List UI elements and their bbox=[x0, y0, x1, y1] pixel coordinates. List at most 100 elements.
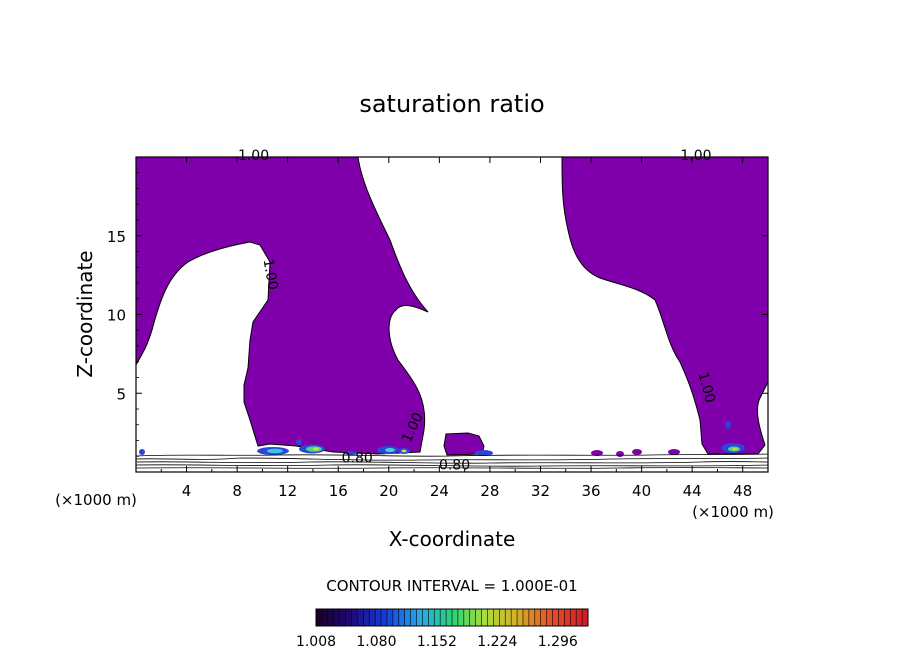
y-axis-label: Z-coordinate bbox=[73, 250, 97, 377]
x-tick-label: 36 bbox=[581, 482, 600, 500]
colorbar-swatch bbox=[522, 609, 529, 626]
colorbar-swatch bbox=[570, 609, 577, 626]
contour-label: 0.80 bbox=[342, 451, 373, 467]
x-unit-right: (×1000 m) bbox=[692, 503, 774, 521]
colorbar-swatch bbox=[357, 609, 364, 626]
colorbar-swatch bbox=[410, 609, 417, 626]
colorbar-swatch bbox=[511, 609, 518, 626]
colorbar-swatch bbox=[558, 609, 565, 626]
y-axis: 5 10 15 bbox=[107, 172, 768, 457]
colorbar-swatch bbox=[369, 609, 376, 626]
colorbar-swatch bbox=[321, 609, 328, 626]
x-tick-label: 32 bbox=[531, 482, 550, 500]
x-tick-label: 24 bbox=[430, 482, 449, 500]
colorbar-swatch bbox=[493, 609, 500, 626]
colorbar-swatch bbox=[434, 609, 441, 626]
contour-label: 1.00 bbox=[238, 148, 269, 164]
cell-13 bbox=[632, 449, 642, 455]
contour-line-1 bbox=[136, 453, 768, 457]
low-saturated-cell bbox=[443, 432, 485, 456]
cell-11 bbox=[591, 450, 603, 456]
colorbar-swatch bbox=[351, 609, 358, 626]
cell-6-peak bbox=[732, 447, 738, 451]
cell-7 bbox=[725, 421, 731, 429]
colorbar-swatch bbox=[552, 609, 559, 626]
colorbar-swatch bbox=[481, 609, 488, 626]
colorbar-swatch bbox=[487, 609, 494, 626]
contour-line-4 bbox=[136, 464, 768, 467]
colorbar-swatch bbox=[457, 609, 464, 626]
colorbar-swatch bbox=[333, 609, 340, 626]
x-axis-label: X-coordinate bbox=[389, 527, 516, 551]
x-tick-label: 16 bbox=[329, 482, 348, 500]
contour-label: 1.00 bbox=[694, 370, 718, 404]
chart-title: saturation ratio bbox=[359, 90, 544, 118]
colorbar-labels: 1.008 1.080 1.152 1.224 1.296 bbox=[296, 634, 578, 650]
cell-14 bbox=[345, 451, 357, 455]
contour-line-2 bbox=[136, 457, 768, 461]
colorbar-tick-label: 1.152 bbox=[417, 634, 457, 650]
colorbar-swatch bbox=[327, 609, 334, 626]
colorbar-swatch bbox=[452, 609, 458, 626]
x-tick-label: 8 bbox=[232, 482, 242, 500]
x-tick-label: 48 bbox=[733, 482, 752, 500]
cell-3-core bbox=[385, 448, 395, 452]
colorbar-swatch bbox=[404, 609, 411, 626]
colorbar-swatch bbox=[398, 609, 405, 626]
cell-5 bbox=[475, 450, 493, 456]
colorbar-swatch bbox=[339, 609, 346, 626]
saturated-regions bbox=[136, 157, 768, 456]
cell-12 bbox=[616, 451, 624, 457]
colorbar-swatch bbox=[375, 609, 382, 626]
cell-4-core bbox=[401, 449, 407, 453]
supersaturated-cells bbox=[139, 421, 745, 457]
y-tick-label: 15 bbox=[107, 228, 126, 246]
colorbar-tick-label: 1.224 bbox=[477, 634, 517, 650]
cell-1-core bbox=[267, 448, 283, 454]
colorbar-tick-label: 1.080 bbox=[356, 634, 396, 650]
x-tick-label: 44 bbox=[683, 482, 702, 500]
x-axis: 4 8 12 16 20 24 28 32 36 40 44 48 bbox=[160, 157, 752, 500]
x-tick-label: 12 bbox=[278, 482, 297, 500]
cell-10 bbox=[668, 449, 680, 455]
cell-8 bbox=[139, 449, 145, 455]
colorbar-swatch bbox=[440, 609, 447, 626]
colorbar-frame bbox=[315, 608, 589, 627]
cell-2-peak bbox=[313, 447, 319, 451]
x-tick-label: 4 bbox=[182, 482, 192, 500]
contour-label: 1.00 bbox=[260, 258, 281, 291]
colorbar-swatch bbox=[416, 609, 423, 626]
colorbar-swatch bbox=[469, 609, 476, 626]
x-tick-label: 20 bbox=[379, 482, 398, 500]
colorbar-swatch bbox=[463, 609, 470, 626]
cell-9 bbox=[296, 439, 302, 445]
contour-line-5 bbox=[136, 467, 768, 469]
x-unit-left: (×1000 m) bbox=[55, 491, 137, 509]
contour-label: 0.80 bbox=[439, 458, 470, 474]
colorbar-swatch bbox=[517, 609, 523, 626]
contour-label: 1.00 bbox=[680, 148, 711, 164]
colorbar-swatch bbox=[582, 609, 588, 626]
colorbar-swatch bbox=[475, 609, 482, 626]
colorbar-swatch bbox=[564, 609, 571, 626]
contour-line-3 bbox=[136, 461, 768, 464]
colorbar-swatch bbox=[540, 609, 547, 626]
colorbar-swatch bbox=[446, 609, 452, 626]
colorbar-swatch bbox=[534, 609, 541, 626]
colorbar-swatch bbox=[546, 609, 553, 626]
left-saturated-region bbox=[136, 157, 429, 455]
y-tick-label: 10 bbox=[107, 307, 126, 325]
colorbar-swatch bbox=[345, 609, 352, 626]
colorbar-swatch bbox=[386, 609, 393, 626]
colorbar-swatch bbox=[576, 609, 583, 626]
colorbar-swatch bbox=[363, 609, 370, 626]
colorbar-swatch bbox=[422, 609, 429, 626]
y-tick-label: 5 bbox=[116, 385, 126, 403]
lower-contour-lines bbox=[136, 453, 768, 469]
right-saturated-region bbox=[561, 157, 768, 455]
x-tick-label: 28 bbox=[480, 482, 499, 500]
colorbar bbox=[315, 608, 589, 627]
colorbar-swatch bbox=[505, 609, 512, 626]
colorbar-tick-label: 1.296 bbox=[538, 634, 578, 650]
